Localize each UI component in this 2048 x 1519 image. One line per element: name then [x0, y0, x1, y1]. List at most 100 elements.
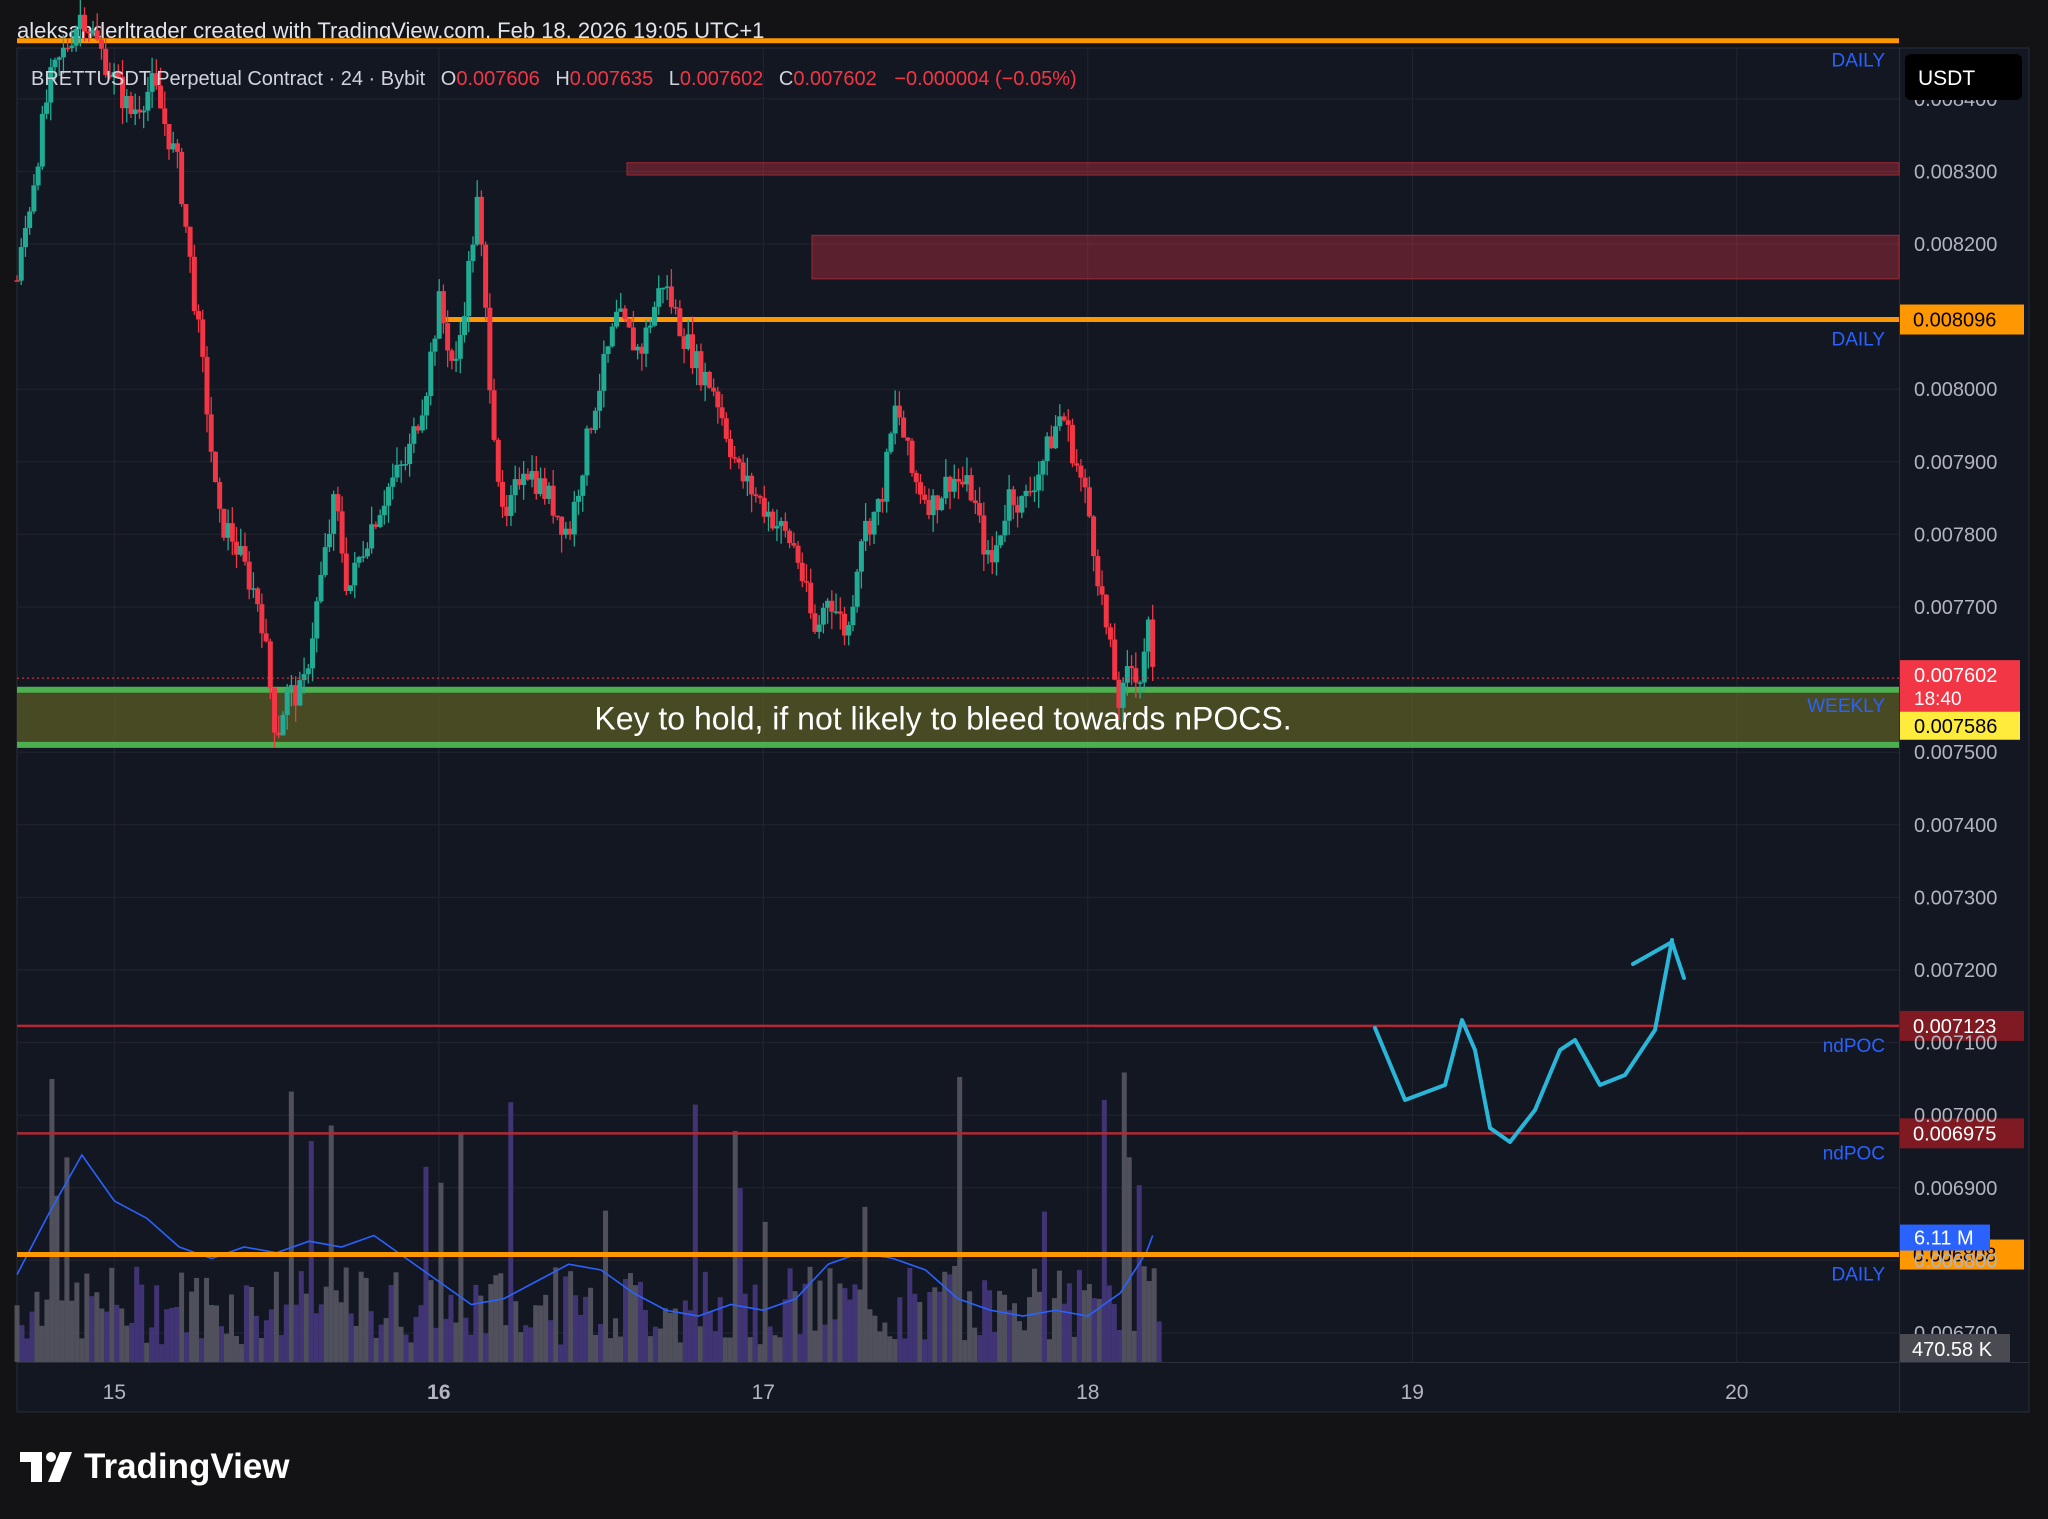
volume-bar [1156, 1321, 1162, 1362]
price-axis-tick-label: 0.008300 [1914, 161, 1997, 183]
volume-bar [553, 1267, 559, 1362]
volume-bar [223, 1333, 229, 1362]
volume-bar [563, 1276, 569, 1362]
forecast-path [1373, 938, 1674, 1144]
volume-bar [363, 1277, 369, 1362]
volume-bar [388, 1285, 394, 1362]
volume-bar [358, 1271, 364, 1362]
volume-bar [1121, 1072, 1127, 1362]
volume-bar [124, 1325, 130, 1362]
candle-down [681, 336, 687, 349]
candle-up [424, 396, 430, 416]
candle-down [803, 581, 809, 583]
volume-bar [892, 1339, 898, 1362]
volume-bar [618, 1336, 624, 1362]
candle-down [787, 530, 793, 544]
volume-bar [752, 1284, 758, 1362]
volume-bar [598, 1324, 604, 1362]
candle-down [259, 604, 265, 634]
volume-bar [992, 1331, 998, 1362]
candle-up [951, 478, 957, 492]
volume-bar [637, 1281, 643, 1362]
candle-down [525, 473, 531, 480]
candle-up [576, 495, 582, 502]
candle-up [407, 443, 413, 465]
candle-up [462, 316, 468, 336]
volume-bar [588, 1287, 594, 1362]
volume-bar [568, 1271, 574, 1362]
price-axis[interactable]: 0.0084000.0083000.0082000.0080000.007900… [1900, 89, 2020, 1362]
candle-down [622, 308, 628, 320]
time-scale-separator [17, 1362, 2029, 1363]
candle-up [432, 338, 438, 352]
volume-bar [478, 1295, 484, 1362]
volume-bar [218, 1326, 224, 1362]
candle-up [77, 14, 83, 30]
volume-bar [84, 1273, 90, 1362]
candle-up [943, 476, 949, 499]
volume-bar [543, 1294, 549, 1362]
candle-down [491, 390, 497, 440]
candle-down [1027, 490, 1033, 493]
volume-bar [418, 1305, 424, 1362]
candle-up [225, 523, 231, 538]
price-axis-tick-label: 0.007400 [1914, 815, 1997, 837]
time-axis-tick-label: 17 [752, 1381, 775, 1404]
volume-bar [1071, 1336, 1077, 1362]
candle-up [394, 464, 400, 478]
candle-up [297, 680, 303, 706]
candle-down [567, 528, 573, 535]
volume-bar [423, 1166, 429, 1362]
candle-up [18, 247, 24, 281]
volume-bar [792, 1291, 798, 1362]
candle-down [449, 350, 455, 361]
volume-value-badge-text: 6.11 M [1914, 1228, 1974, 1250]
currency-button[interactable] [1905, 54, 2022, 100]
volume-bar [233, 1335, 239, 1362]
candle-up [457, 335, 463, 359]
candle-down [960, 481, 966, 485]
volume-bar [528, 1327, 534, 1362]
candle-down [917, 482, 923, 495]
candle-down [668, 286, 674, 308]
volume-bar [139, 1284, 145, 1362]
candle-down [128, 96, 134, 114]
candle-down [158, 85, 164, 109]
volume-bar [1126, 1157, 1132, 1362]
candle-down [559, 516, 565, 535]
volume-bar [488, 1284, 494, 1362]
volume-bar [268, 1309, 274, 1362]
candle-down [706, 371, 712, 388]
candle-down [690, 334, 696, 369]
candle-up [369, 524, 375, 549]
volume-bar [54, 1195, 60, 1362]
volume-bar [533, 1305, 539, 1362]
candle-up [44, 102, 50, 114]
candle-down [1086, 487, 1092, 517]
volume-bar [717, 1297, 723, 1362]
time-axis[interactable]: 15 16 17 18 19 20 [103, 1381, 1749, 1404]
volume-bar [109, 1267, 115, 1362]
candle-up [250, 588, 256, 590]
volume-bar [603, 1210, 609, 1362]
volume-bar [852, 1284, 858, 1362]
candle-up [1023, 490, 1029, 497]
volume-bar [937, 1291, 943, 1362]
price-scale-separator [1899, 48, 1900, 1412]
candle-down [926, 499, 932, 516]
volume-bar [328, 1125, 334, 1362]
candle-up [774, 525, 780, 529]
volume-bar [1101, 1099, 1107, 1362]
candle-down [630, 327, 636, 351]
volume-bar [503, 1325, 509, 1362]
candle-down [1112, 639, 1118, 680]
candle-up [238, 546, 244, 555]
candle-down [909, 440, 915, 473]
candle-down [791, 543, 797, 546]
volume-bar [832, 1319, 838, 1362]
volume-bar [593, 1334, 599, 1362]
candle-down [972, 500, 978, 504]
candle-down [187, 226, 193, 257]
price-axis-tick-label: 0.007200 [1914, 960, 1997, 982]
volume-bar [448, 1294, 454, 1362]
